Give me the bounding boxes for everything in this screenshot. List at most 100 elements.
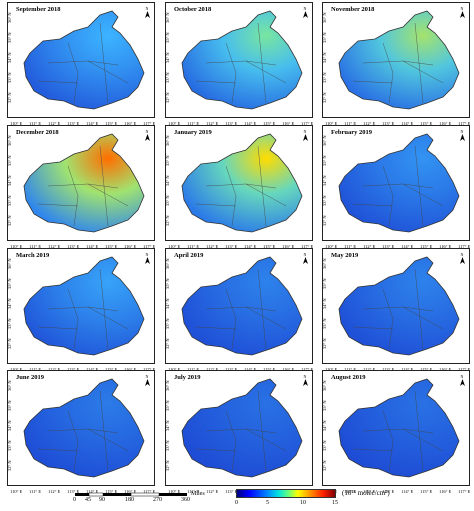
city-boundary — [352, 80, 394, 84]
lon-tick: 113° E — [382, 121, 395, 126]
lon-tick: 112° E — [206, 367, 218, 372]
henan-outline — [338, 133, 460, 233]
lon-tick: 112° E — [363, 367, 375, 372]
city-boundary — [37, 203, 79, 207]
city-boundary — [195, 203, 237, 207]
city-boundary — [67, 42, 79, 104]
lat-tick: 35° N — [165, 278, 170, 289]
lon-tick: 117° E — [458, 367, 470, 372]
province-map — [338, 378, 460, 478]
lat-tick: 34° N — [165, 298, 170, 309]
lon-tick: 115° E — [420, 244, 433, 249]
province-map — [23, 378, 145, 478]
lat-tick: 33° N — [165, 440, 170, 451]
colorbar-tick: 5 — [266, 500, 269, 506]
colorbar-tick: 15 — [332, 500, 338, 506]
lon-tick: 115° E — [420, 367, 432, 372]
lon-tick: 112° E — [48, 121, 61, 126]
scale-tick: 360 — [181, 497, 190, 503]
province-map — [23, 10, 145, 110]
lon-tick: 110° E — [10, 367, 22, 372]
lat-tick: 34° N — [7, 298, 12, 309]
lon-tick: 117° E — [143, 121, 156, 126]
city-boundary — [245, 428, 287, 452]
lat-tick: 35° N — [7, 32, 12, 43]
north-label: N — [304, 6, 307, 11]
lon-tick: 111° E — [344, 489, 357, 494]
scale-tick: 270 — [153, 497, 162, 503]
lon-tick: 111° E — [344, 244, 357, 249]
lat-tick: 35° N — [7, 400, 12, 411]
map-panel: April 2019 N 32° N 33° N 34° N 35° N 36° N 110°… — [165, 248, 313, 372]
lat-tick: 35° N — [7, 155, 12, 166]
lon-tick: 115° E — [105, 489, 118, 494]
province-map — [181, 378, 303, 478]
city-boundary — [382, 165, 394, 227]
panel-title: February 2019 — [331, 129, 372, 136]
lon-tick: 112° E — [363, 121, 376, 126]
lon-tick: 113° E — [382, 367, 394, 372]
lon-tick: 114° E — [401, 121, 414, 126]
map-panel: December 2018 N 32° N 33° N 34° N 35° N 36° N 1… — [7, 125, 155, 249]
lon-tick: 116° E — [124, 121, 137, 126]
lon-tick: 110° E — [10, 244, 23, 249]
panel-title: July 2019 — [174, 374, 201, 381]
lon-tick: 114° E — [244, 244, 257, 249]
north-arrow-icon: N — [144, 6, 151, 18]
lon-tick: 115° E — [420, 489, 433, 494]
city-boundary — [195, 80, 237, 84]
scale-bar: 0 45 90 180 270 360 Miles — [73, 491, 225, 506]
city-boundary — [257, 22, 267, 104]
lat-tick: 32° N — [322, 338, 327, 349]
lat-tick: 32° N — [165, 460, 170, 471]
lon-tick: 110° E — [168, 244, 181, 249]
map-panel: August 2019 N 32° N 33° N 34° N 35° N 36° N 110… — [322, 370, 470, 494]
city-boundary — [37, 448, 79, 452]
city-boundary — [382, 42, 394, 104]
lat-tick: 35° N — [165, 155, 170, 166]
province-map — [338, 133, 460, 233]
city-boundary — [382, 288, 394, 350]
city-boundary — [257, 268, 267, 350]
panel-title: January 2019 — [174, 129, 212, 136]
lon-tick: 111° E — [187, 244, 200, 249]
lon-tick: 111° E — [344, 367, 356, 372]
lon-tick: 111° E — [29, 121, 42, 126]
lat-tick: 34° N — [7, 175, 12, 186]
north-arrow-icon: N — [459, 374, 466, 386]
city-boundary — [414, 22, 424, 104]
lon-tick: 116° E — [124, 367, 136, 372]
lon-tick: 113° E — [67, 121, 80, 126]
lat-tick: 34° N — [165, 420, 170, 431]
lon-tick: 116° E — [439, 367, 451, 372]
lat-tick: 36° N — [7, 380, 12, 391]
north-arrow-icon: N — [302, 6, 309, 18]
henan-outline — [181, 256, 303, 356]
colorbar-tick: 0 — [235, 500, 238, 506]
lat-tick: 33° N — [322, 72, 327, 83]
city-boundary — [99, 22, 109, 104]
north-label: N — [146, 129, 149, 134]
city-boundary — [225, 165, 237, 227]
city-boundary — [87, 60, 129, 84]
city-boundary — [67, 410, 79, 472]
lon-tick: 113° E — [382, 244, 395, 249]
city-boundary — [352, 448, 394, 452]
lat-tick: 36° N — [322, 135, 327, 146]
north-arrow-icon: N — [144, 252, 151, 264]
panel-title: June 2019 — [16, 374, 44, 381]
city-boundary — [402, 306, 444, 330]
lat-tick: 36° N — [322, 380, 327, 391]
scale-unit: Miles — [191, 491, 205, 497]
lat-tick: 36° N — [322, 12, 327, 23]
lat-tick: 36° N — [165, 258, 170, 269]
lon-tick: 117° E — [143, 367, 155, 372]
lon-tick: 111° E — [187, 367, 199, 372]
map-panel: October 2018 N 32° N 33° N 34° N 35° N 36° N 11… — [165, 2, 313, 126]
north-arrow-icon: N — [302, 129, 309, 141]
colorbar — [236, 489, 336, 498]
north-label: N — [146, 252, 149, 257]
lon-tick: 116° E — [439, 121, 452, 126]
lon-tick: 116° E — [282, 244, 295, 249]
lat-tick: 32° N — [322, 215, 327, 226]
